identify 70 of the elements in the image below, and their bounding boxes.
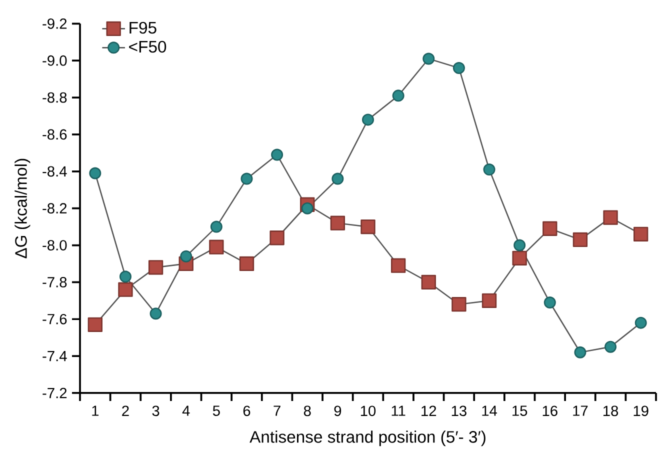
- x-tick-label: 10: [360, 406, 376, 416]
- point: [210, 220, 222, 233]
- point: [271, 148, 284, 161]
- point: [360, 219, 376, 234]
- point: [452, 62, 465, 74]
- point: [239, 256, 254, 272]
- y-tick-label: -7.8: [42, 277, 67, 288]
- point: [604, 340, 617, 353]
- legend-label: F95: [130, 22, 156, 34]
- y-tick-label: -8.8: [42, 92, 67, 103]
- point: [572, 232, 588, 248]
- point: [452, 297, 466, 312]
- point: [634, 316, 647, 329]
- point: [421, 274, 436, 290]
- x-tick-label: 17: [573, 406, 588, 416]
- x-tick-label: 11: [392, 406, 406, 416]
- x-tick-label: 9: [334, 406, 342, 416]
- x-tick-label: 7: [274, 406, 280, 416]
- y-tick-label: -9.2: [42, 18, 67, 29]
- x-tick-label: 4: [182, 406, 190, 416]
- point: [542, 221, 558, 236]
- x-tick-label: 16: [542, 406, 558, 416]
- point: [332, 172, 344, 185]
- y-tick-label: -9.0: [42, 55, 67, 66]
- y-tick-label: -7.6: [42, 314, 67, 324]
- y-tick-label: -8.6: [42, 129, 67, 140]
- y-tick-label: -8.4: [42, 166, 67, 177]
- x-tick-label: 8: [304, 406, 311, 416]
- point: [240, 172, 253, 185]
- point: [574, 346, 586, 358]
- y-tick-label: -7.2: [42, 388, 67, 398]
- x-tick-label: 1: [92, 406, 99, 416]
- point: [180, 250, 192, 262]
- y-tick-label: -8.2: [42, 203, 67, 214]
- point: [119, 270, 132, 283]
- y-tick-label: -8.0: [42, 240, 67, 250]
- point: [209, 240, 224, 254]
- x-tick-label: 14: [482, 406, 497, 416]
- point: [512, 250, 527, 266]
- x-tick-label: 18: [603, 406, 618, 416]
- x-tick-label: 3: [152, 406, 160, 416]
- legend-label: <F50: [129, 40, 166, 53]
- x-tick-label: 15: [512, 406, 528, 416]
- point: [330, 216, 346, 230]
- y-tick-label: -7.4: [42, 351, 67, 362]
- point: [482, 293, 497, 308]
- point: [148, 260, 164, 275]
- point: [150, 308, 162, 320]
- point: [89, 167, 102, 180]
- point: [301, 202, 314, 214]
- x-tick-label: 13: [452, 406, 466, 416]
- x-tick-label: 2: [122, 406, 129, 416]
- point: [88, 317, 102, 332]
- point: [390, 258, 406, 273]
- x-tick-label: 12: [422, 406, 436, 416]
- x-axis-title: Antisense strand position (5′- 3′): [250, 430, 486, 446]
- x-tick-label: 5: [212, 406, 220, 416]
- point: [634, 226, 648, 242]
- x-tick-label: 6: [243, 406, 250, 416]
- point: [118, 282, 133, 297]
- point: [514, 239, 526, 252]
- point: [392, 90, 404, 102]
- point: [270, 230, 284, 246]
- y-axis-title: ΔG (kcal/mol): [14, 158, 30, 258]
- point: [362, 114, 374, 126]
- point: [603, 210, 618, 225]
- x-tick-label: 19: [634, 406, 648, 416]
- point: [544, 296, 556, 309]
- point: [422, 52, 435, 65]
- point: [483, 164, 496, 176]
